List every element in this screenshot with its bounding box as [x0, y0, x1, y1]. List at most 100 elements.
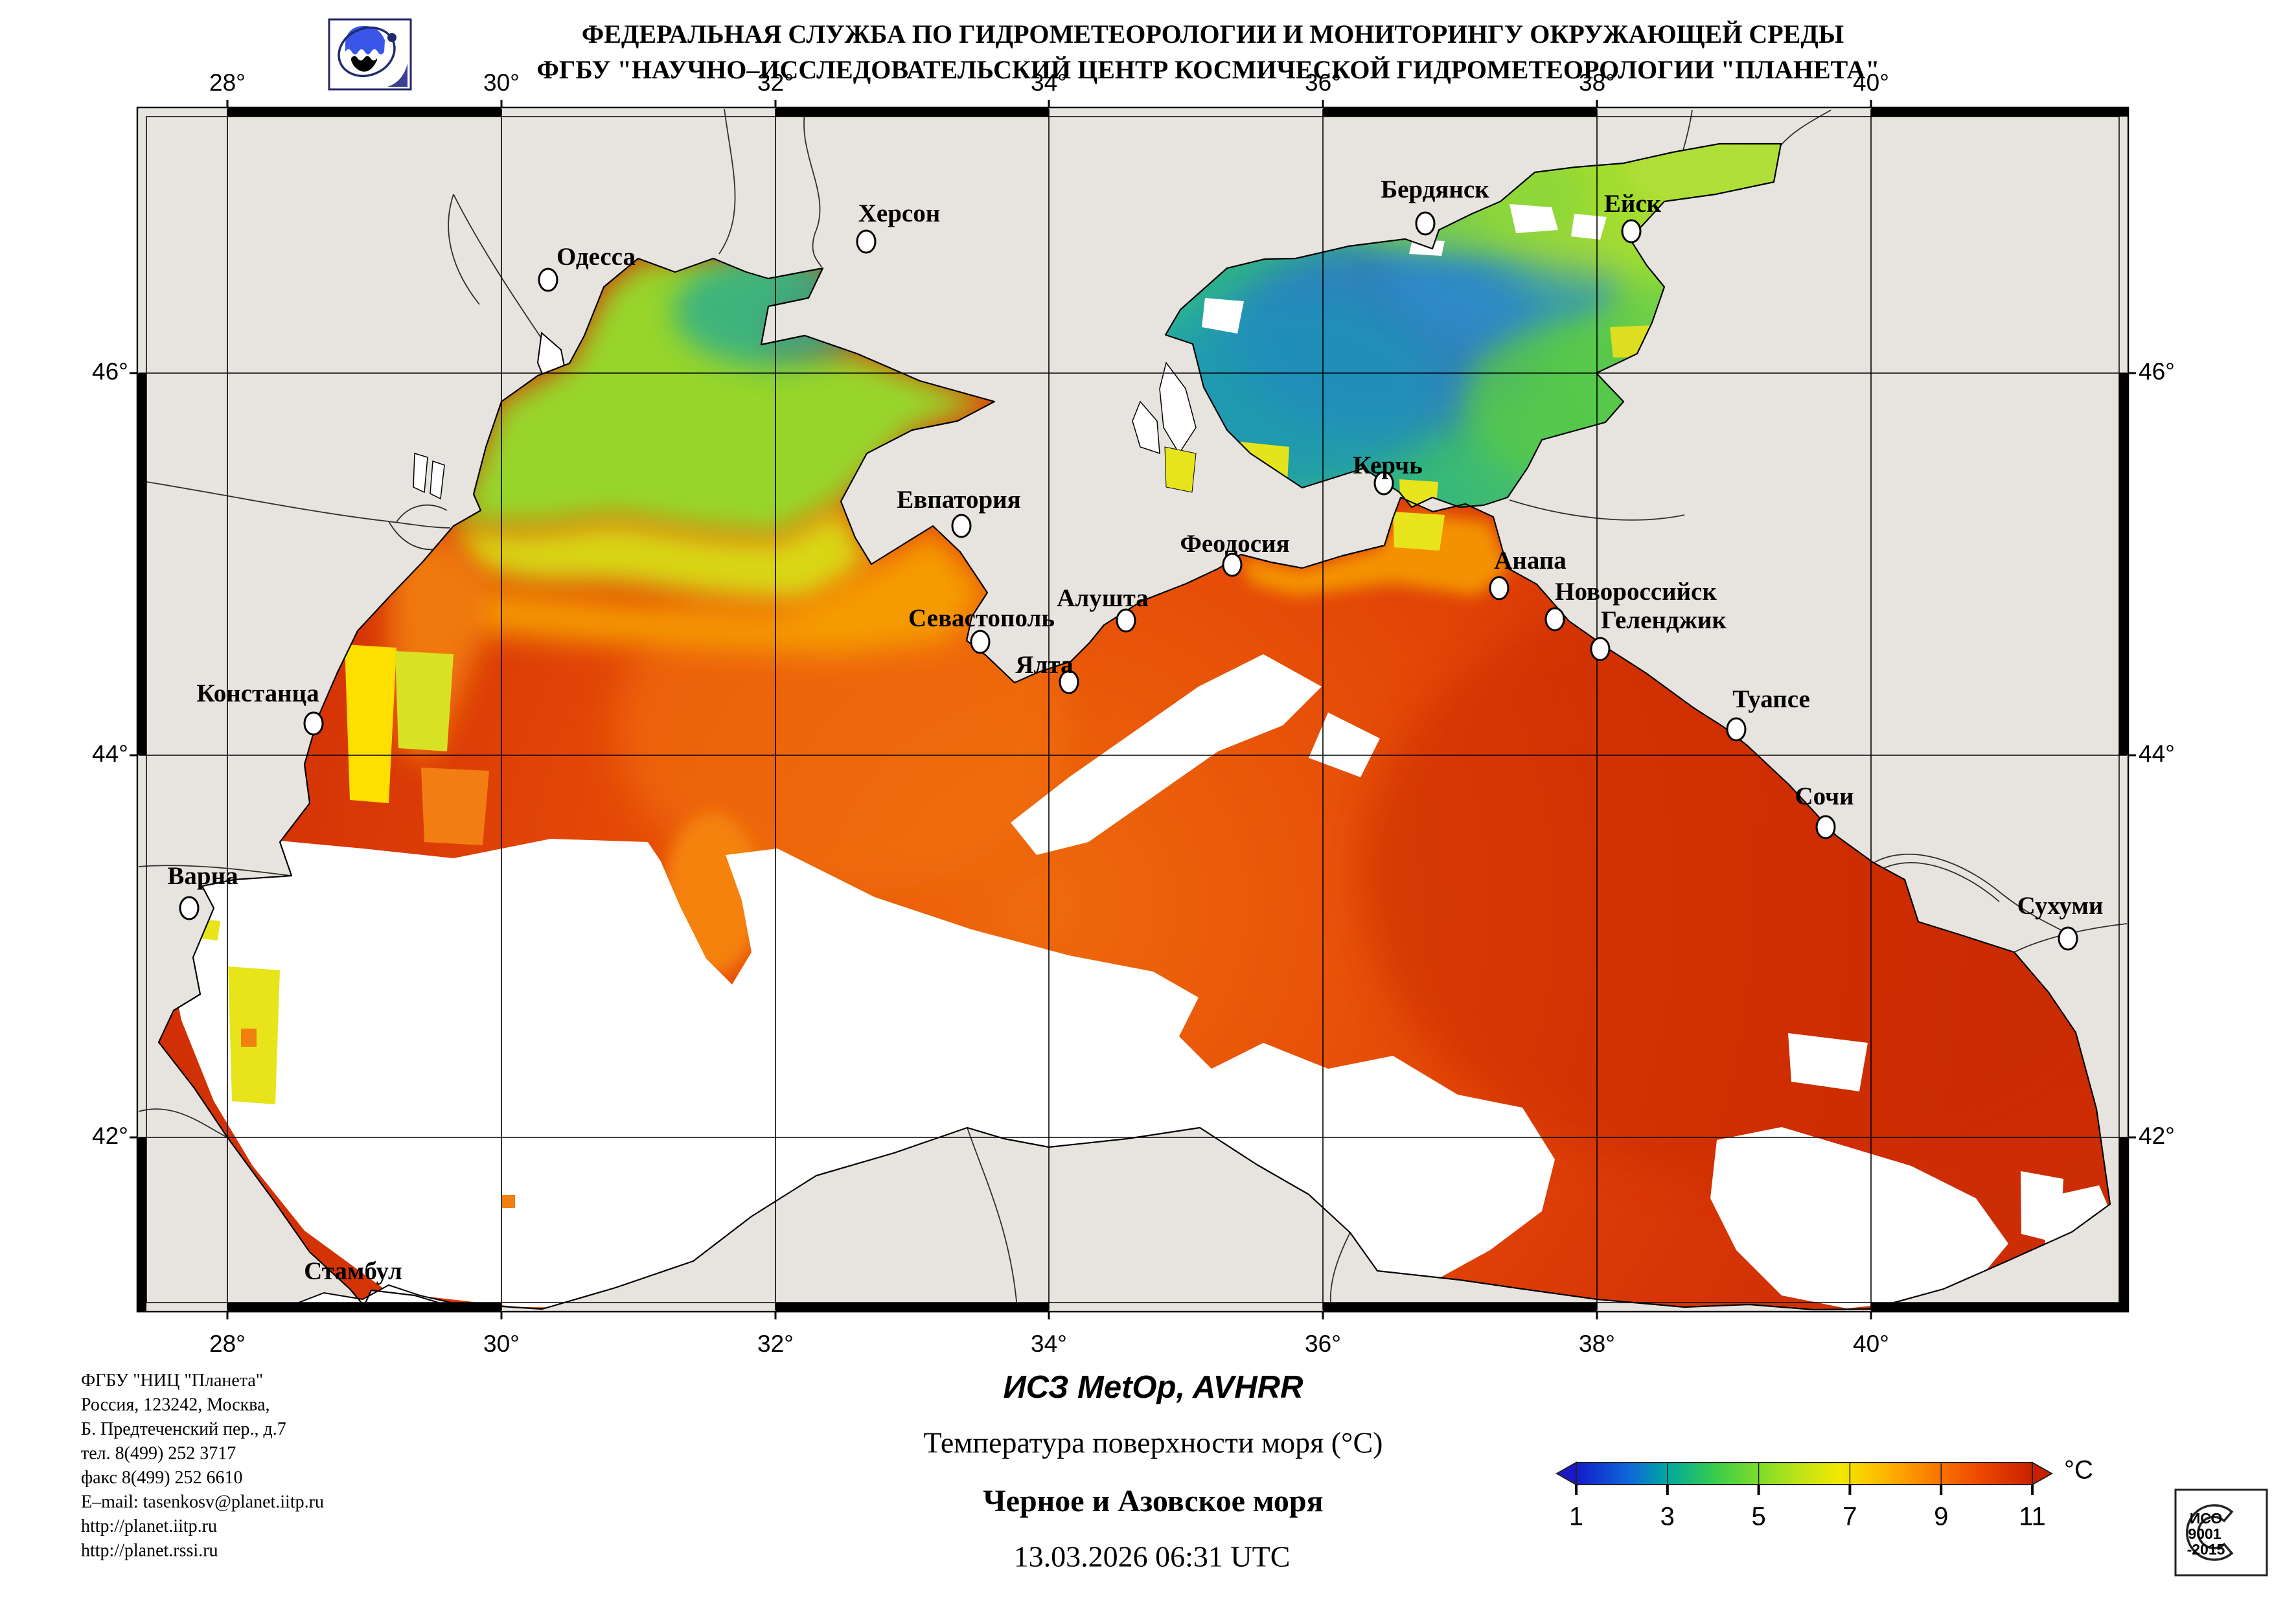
city-dot: [1621, 219, 1642, 244]
city-label: Херсон: [858, 199, 940, 227]
lat-label-right: 42°: [2139, 1123, 2175, 1149]
city-label: Севастополь: [908, 604, 1055, 632]
lon-label-top: 28°: [209, 69, 246, 96]
city-dot: [1590, 637, 1611, 661]
iso-stamp: ИСО 9001 -2015 ДОБРОСОВЕСТНЫЙ ПОСТАВЩИК: [2174, 1488, 2268, 1577]
frame-segment: [2119, 1137, 2128, 1312]
planeta-logo: [328, 18, 412, 91]
lat-label-left: 46°: [92, 358, 128, 385]
lon-label-top: 32°: [757, 69, 794, 96]
frame-segment: [227, 108, 501, 117]
frame-segment: [227, 1303, 501, 1312]
lon-label-bottom: 40°: [1853, 1330, 1889, 1357]
colorbar-tick-label: 11: [2019, 1503, 2046, 1531]
lat-label-right: 46°: [2139, 358, 2175, 385]
city-dot: [1726, 717, 1747, 742]
degree-labels: 28° 28° 30° 30° 32° 32° 34° 34° 36° 36° 38° 38° 40° 4…: [92, 69, 2175, 1357]
city-label: Евпатория: [897, 486, 1020, 514]
footer-center: ИСЗ MetOp, AVHRR Температура поверхности…: [924, 1370, 1383, 1573]
city-label: Керчь: [1353, 451, 1422, 479]
datetime-label: 13.03.2026 06:31 UTC: [1014, 1540, 1291, 1573]
lon-label-bottom: 32°: [757, 1330, 794, 1357]
city-dot: [179, 896, 200, 920]
frame-segment: [1871, 1303, 2128, 1312]
header-line1: ФЕДЕРАЛЬНАЯ СЛУЖБА ПО ГИДРОМЕТЕОРОЛОГИИ …: [582, 19, 1844, 49]
city-label: Сочи: [1795, 782, 1854, 810]
stamp-c-shape: [2186, 1504, 2234, 1561]
city-label: Анапа: [1494, 547, 1567, 575]
product-title: Температура поверхности моря (°C): [924, 1426, 1383, 1459]
city-label: Одесса: [557, 243, 636, 271]
city-label: Ялта: [1015, 651, 1073, 679]
map-frame: [137, 108, 2128, 1312]
region-title: Черное и Азовское моря: [983, 1484, 1323, 1518]
city-dot: [1815, 815, 1836, 839]
city-label: Варна: [167, 862, 238, 890]
city-label: Новороссийск: [1555, 578, 1717, 606]
frame-segment: [775, 108, 1049, 117]
lat-label-left: 42°: [92, 1123, 128, 1149]
black-sea-sst: [159, 258, 2110, 1308]
city-labels: Одесса Херсон Бердянск Ейск Керчь Евпатория Фе…: [167, 176, 2103, 1285]
city-label: Стамбул: [304, 1257, 402, 1285]
lat-label-right: 44°: [2139, 740, 2175, 767]
city-label: Бердянск: [1381, 176, 1489, 203]
frame-segment: [775, 1303, 1049, 1312]
city-dot: [856, 229, 877, 254]
contact-block: ФГБУ "НИЦ "Планета" Россия, 123242, Москв…: [81, 1371, 324, 1561]
logo-corner: [387, 63, 408, 87]
azov-coastline: [1164, 142, 1782, 508]
lon-label-bottom: 38°: [1579, 1330, 1615, 1357]
contact-line: ФГБУ "НИЦ "Планета": [81, 1371, 263, 1391]
logo-satellite: [387, 33, 396, 42]
lon-label-top: 36°: [1305, 69, 1341, 96]
colorbar-tick-label: 9: [1934, 1503, 1948, 1531]
colorbar-ticks: 1 3 5 7 9 11: [1569, 1463, 2046, 1531]
city-dot: [1415, 211, 1436, 236]
lon-label-bottom: 34°: [1031, 1330, 1067, 1357]
city-dot: [1373, 471, 1394, 496]
black-sea-coastline: [157, 257, 2111, 1310]
colorbar-tick-label: 3: [1660, 1503, 1675, 1531]
lon-label-bottom: 30°: [483, 1330, 520, 1357]
frame-segment: [1323, 1303, 1597, 1312]
city-label: Феодосия: [1180, 530, 1289, 558]
contact-line: http://planet.rssi.ru: [81, 1541, 218, 1561]
city-label: Констанца: [196, 679, 319, 707]
frame-segment: [137, 1137, 146, 1312]
city-dot: [951, 514, 972, 538]
graticule: [139, 109, 2127, 1310]
colorbar-unit: °C: [2064, 1456, 2093, 1485]
map-frame-inner: [146, 116, 2120, 1303]
city-dot: [303, 711, 324, 736]
colorbar-tick-label: 5: [1751, 1503, 1765, 1531]
header-line2: ФГБУ "НАУЧНО–ИССЛЕДОВАТЕЛЬСКИЙ ЦЕНТР КОС…: [537, 55, 1880, 84]
logo-globe: [345, 25, 385, 54]
contact-line: факс 8(499) 252 6610: [81, 1468, 243, 1488]
logo-wave: [351, 56, 377, 72]
stamp-num: 9001: [2188, 1525, 2221, 1542]
city-dot: [538, 268, 558, 292]
frame-segment: [1323, 108, 1597, 117]
colorbar-tick-label: 7: [1843, 1503, 1857, 1531]
colorbar-gradient: [1576, 1462, 2033, 1485]
city-dot: [970, 630, 991, 654]
city-dot: [1544, 607, 1565, 632]
city-dot: [1059, 670, 1079, 694]
lon-label-top: 40°: [1853, 69, 1889, 96]
lon-label-bottom: 36°: [1305, 1330, 1341, 1357]
header: ФЕДЕРАЛЬНАЯ СЛУЖБА ПО ГИДРОМЕТЕОРОЛОГИИ …: [328, 18, 1880, 91]
city-label: Алушта: [1057, 584, 1149, 612]
frame-segment: [1871, 108, 2128, 117]
city-label: Геленджик: [1601, 606, 1727, 634]
lat-label-left: 44°: [92, 740, 128, 767]
lon-label-top: 38°: [1579, 69, 1615, 96]
city-dot: [1489, 576, 1510, 600]
map-frame-outer: [136, 106, 2130, 1313]
lon-label-bottom: 28°: [209, 1330, 246, 1357]
sivash: [1132, 361, 1197, 493]
stamp-year: -2015: [2187, 1541, 2225, 1558]
city-label: Ейск: [1604, 190, 1662, 218]
